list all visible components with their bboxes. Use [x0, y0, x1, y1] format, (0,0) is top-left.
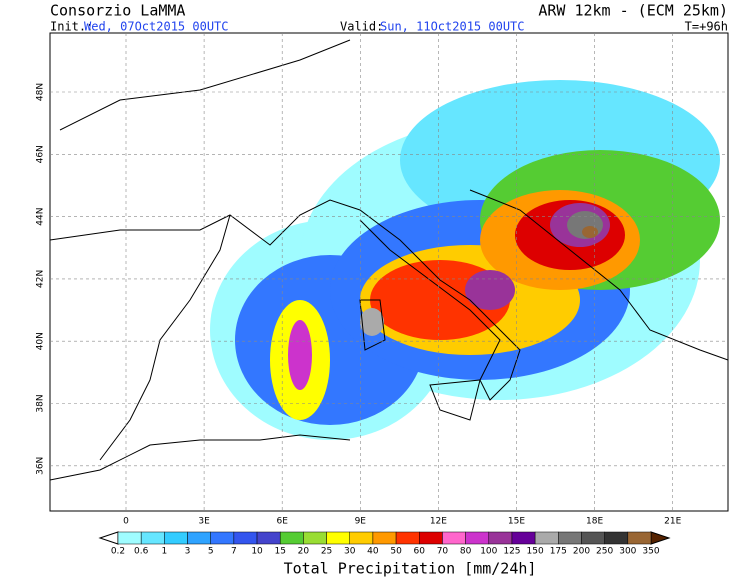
colorbar-swatch — [534, 531, 559, 545]
colorbar-level: 10 — [251, 547, 263, 557]
lead-time: T=+96h — [685, 20, 728, 34]
lat-label: 38N — [36, 394, 46, 412]
colorbar-swatch — [256, 531, 281, 545]
colorbar-swatch — [604, 531, 629, 545]
colorbar-swatch — [465, 531, 490, 545]
graticule — [50, 33, 728, 511]
colorbar-swatch — [488, 531, 513, 545]
map — [49, 32, 729, 512]
colorbar-swatch — [511, 531, 536, 545]
colorbar-level: 30 — [344, 547, 356, 557]
colorbar-swatch — [326, 531, 350, 545]
colorbar-level: 350 — [642, 547, 659, 557]
valid-label: Valid: — [340, 20, 383, 34]
colorbar-level: 1 — [161, 547, 167, 557]
colorbar-swatch — [210, 531, 235, 545]
precipitation-field — [210, 80, 720, 440]
lon-label: 0 — [123, 517, 129, 527]
lon-label: 21E — [664, 517, 681, 527]
lon-label: 3E — [198, 517, 210, 527]
colorbar-level: 25 — [321, 547, 332, 557]
colorbar-swatch — [349, 531, 374, 545]
colorbar-level: 15 — [274, 547, 285, 557]
colorbar-swatch — [117, 531, 142, 545]
lon-label: 18E — [586, 517, 603, 527]
lon-label: 6E — [276, 517, 288, 527]
colorbar-level: 3 — [185, 547, 191, 557]
lon-label: 9E — [355, 517, 367, 527]
coastlines — [49, 39, 729, 481]
colorbar-swatch — [164, 531, 188, 545]
colorbar-level: 70 — [437, 547, 449, 557]
colorbar-title: Total Precipitation [mm/24h] — [284, 560, 537, 578]
colorbar-level: 7 — [231, 547, 237, 557]
colorbar-swatch — [303, 531, 327, 545]
colorbar-level: 150 — [527, 547, 544, 557]
colorbar-swatch — [558, 531, 582, 545]
colorbar-swatch — [372, 531, 397, 545]
colorbar-swatch — [140, 531, 165, 545]
colorbar-swatch — [442, 531, 466, 545]
colorbar-low-arrow — [98, 531, 119, 545]
lat-label: 36N — [36, 457, 46, 475]
colorbar-swatch — [279, 531, 304, 545]
init-date: Wed, 07Oct2015 00UTC — [84, 20, 229, 34]
lat-label: 46N — [36, 145, 46, 163]
colorbar-swatch — [627, 531, 652, 545]
colorbar-level: 300 — [619, 547, 636, 557]
colorbar-swatch — [233, 531, 258, 545]
colorbar-level: 20 — [298, 547, 310, 557]
lat-label: 40N — [36, 332, 46, 350]
title: Consorzio LaMMA — [50, 2, 185, 20]
colorbar-level: 5 — [208, 547, 214, 557]
colorbar: 0.2 0.6 1 3 5 7 10 15 20 25 30 40 50 60 70 80 100 125 150 1… — [98, 531, 671, 557]
colorbar-level: 250 — [596, 547, 613, 557]
lon-label: 15E — [508, 517, 525, 527]
colorbar-high-arrow — [650, 531, 671, 545]
colorbar-level: 80 — [460, 547, 472, 557]
lat-label: 42N — [36, 270, 46, 288]
colorbar-swatch — [581, 531, 605, 545]
colorbar-level: 100 — [480, 547, 497, 557]
colorbar-level: 200 — [573, 547, 590, 557]
colorbar-level: 50 — [390, 547, 402, 557]
colorbar-level: 60 — [414, 547, 426, 557]
colorbar-level: 175 — [550, 547, 567, 557]
colorbar-swatch — [187, 531, 211, 545]
lat-label: 48N — [36, 83, 46, 101]
init-label: Init.: — [50, 20, 93, 34]
model: ARW 12km - (ECM 25km) — [538, 2, 728, 20]
lat-label: 44N — [36, 208, 46, 226]
colorbar-swatch — [395, 531, 420, 545]
lon-label: 12E — [430, 517, 447, 527]
colorbar-level: 0.2 — [111, 547, 125, 557]
colorbar-level: 0.6 — [134, 547, 149, 557]
colorbar-level: 40 — [367, 547, 379, 557]
colorbar-level: 125 — [503, 547, 520, 557]
valid-date: Sun, 11Oct2015 00UTC — [380, 20, 525, 34]
colorbar-swatch — [419, 531, 443, 545]
